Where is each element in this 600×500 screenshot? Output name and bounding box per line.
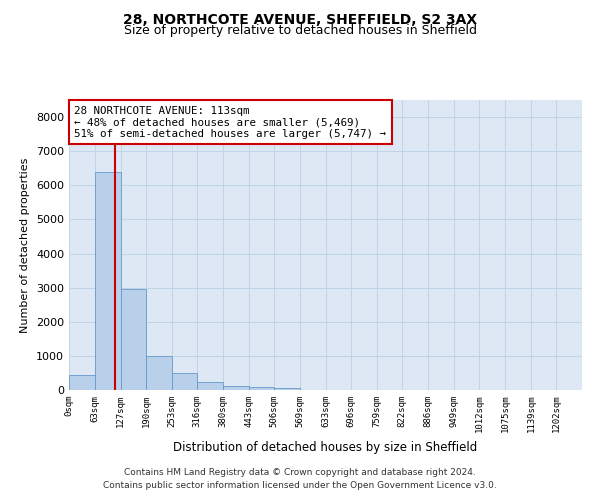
Text: Contains public sector information licensed under the Open Government Licence v3: Contains public sector information licen… [103,480,497,490]
Bar [95,172,121,390]
X-axis label: Distribution of detached houses by size in Sheffield: Distribution of detached houses by size … [173,441,478,454]
Bar [197,382,223,390]
Bar [146,356,172,390]
Text: 28 NORTHCOTE AVENUE: 113sqm
← 48% of detached houses are smaller (5,469)
51% of : 28 NORTHCOTE AVENUE: 113sqm ← 48% of det… [74,106,386,139]
Bar [121,290,146,390]
Bar [223,386,248,390]
Y-axis label: Number of detached properties: Number of detached properties [20,158,31,332]
Bar [274,388,300,390]
Bar [172,373,197,390]
Text: Contains HM Land Registry data © Crown copyright and database right 2024.: Contains HM Land Registry data © Crown c… [124,468,476,477]
Bar [69,376,95,390]
Text: 28, NORTHCOTE AVENUE, SHEFFIELD, S2 3AX: 28, NORTHCOTE AVENUE, SHEFFIELD, S2 3AX [123,12,477,26]
Bar [248,386,274,390]
Text: Size of property relative to detached houses in Sheffield: Size of property relative to detached ho… [124,24,476,37]
